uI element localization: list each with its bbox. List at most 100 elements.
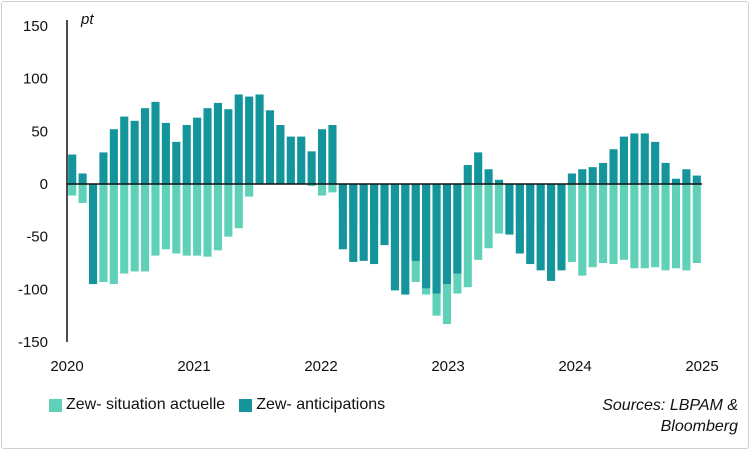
bar-anticipations-5 — [120, 116, 129, 184]
bar-actuelle-55 — [640, 184, 649, 269]
bar-actuelle-12 — [193, 184, 202, 256]
bar-anticipations-27 — [349, 184, 358, 262]
x-tick-label: 2021 — [177, 358, 210, 375]
bar-anticipations-26 — [338, 184, 347, 250]
bar-actuelle-17 — [245, 184, 254, 197]
bar-anticipations-23 — [307, 151, 316, 184]
bar-anticipations-4 — [109, 129, 118, 184]
bar-actuelle-7 — [141, 184, 150, 272]
bar-anticipations-6 — [130, 120, 139, 184]
legend-item-anticipations: Zew- anticipations — [239, 396, 385, 414]
bar-actuelle-54 — [630, 184, 639, 269]
bar-anticipations-33 — [411, 184, 420, 261]
x-tick-label: 2023 — [431, 358, 464, 375]
bar-actuelle-59 — [682, 184, 691, 271]
bar-anticipations-31 — [390, 184, 399, 291]
bar-actuelle-24 — [317, 184, 327, 196]
bar-anticipations-41 — [494, 179, 504, 184]
bar-anticipations-25 — [328, 125, 337, 184]
bar-actuelle-58 — [671, 184, 681, 269]
bar-anticipations-16 — [234, 94, 243, 184]
bar-actuelle-10 — [172, 184, 181, 254]
bar-anticipations-43 — [515, 184, 524, 254]
bar-anticipations-32 — [401, 184, 410, 295]
bar-anticipations-10 — [172, 141, 181, 184]
y-tick-label: 100 — [23, 71, 48, 88]
bar-actuelle-50 — [588, 184, 597, 268]
bar-anticipations-3 — [99, 152, 108, 184]
y-tick-label: 0 — [40, 176, 48, 193]
bar-actuelle-14 — [213, 184, 222, 251]
bar-anticipations-13 — [203, 108, 212, 184]
bar-anticipations-37 — [453, 184, 462, 274]
bar-anticipations-17 — [245, 96, 254, 184]
bar-anticipations-0 — [68, 154, 77, 184]
bar-anticipations-19 — [265, 110, 275, 184]
bar-anticipations-14 — [213, 102, 222, 184]
bar-anticipations-12 — [193, 117, 202, 184]
bar-anticipations-1 — [78, 173, 87, 184]
bar-anticipations-21 — [286, 136, 295, 184]
bar-actuelle-56 — [651, 184, 660, 268]
bar-actuelle-3 — [99, 184, 108, 282]
bar-anticipations-7 — [141, 108, 150, 184]
source-line-2: Bloomberg — [660, 418, 738, 435]
legend: Zew- situation actuelle Zew- anticipatio… — [49, 396, 399, 414]
legend-label-anticipations: Zew- anticipations — [256, 396, 386, 413]
bar-anticipations-11 — [182, 125, 191, 184]
bar-anticipations-9 — [161, 122, 170, 184]
source-note: Sources: LBPAM & Bloomberg — [602, 395, 738, 437]
bar-actuelle-11 — [182, 184, 191, 256]
bar-actuelle-53 — [619, 184, 628, 260]
bar-actuelle-8 — [151, 184, 160, 256]
bar-anticipations-57 — [661, 162, 670, 184]
bar-anticipations-58 — [671, 178, 681, 184]
source-line-1: Sources: LBPAM & — [602, 397, 738, 414]
y-tick-label: -50 — [26, 229, 48, 246]
x-tick-label: 2020 — [50, 358, 83, 375]
bar-anticipations-34 — [422, 184, 431, 289]
bar-actuelle-51 — [599, 184, 608, 263]
bar-anticipations-45 — [536, 184, 545, 271]
bar-anticipations-44 — [526, 184, 535, 265]
bar-actuelle-16 — [234, 184, 243, 229]
y-tick-label: -150 — [18, 334, 48, 351]
bar-actuelle-1 — [78, 184, 87, 203]
legend-item-actuelle: Zew- situation actuelle — [49, 396, 225, 414]
bar-anticipations-46 — [547, 184, 556, 281]
bar-actuelle-9 — [161, 184, 170, 250]
bar-anticipations-49 — [578, 169, 587, 184]
bar-anticipations-39 — [474, 152, 483, 184]
bar-anticipations-60 — [692, 175, 701, 184]
bar-actuelle-49 — [578, 184, 587, 276]
legend-label-actuelle: Zew- situation actuelle — [66, 396, 226, 413]
bar-anticipations-24 — [317, 129, 327, 184]
bar-actuelle-48 — [567, 184, 576, 262]
bar-anticipations-36 — [442, 184, 452, 285]
bar-actuelle-23 — [307, 184, 316, 187]
x-tick-label: 2024 — [558, 358, 591, 375]
bar-anticipations-55 — [640, 133, 649, 184]
bar-actuelle-60 — [692, 184, 701, 263]
y-tick-label: -100 — [18, 281, 48, 298]
bar-actuelle-13 — [203, 184, 212, 257]
bar-anticipations-18 — [255, 94, 264, 184]
bar-anticipations-50 — [588, 167, 597, 184]
bar-actuelle-6 — [130, 184, 139, 272]
bar-anticipations-40 — [484, 169, 493, 184]
bar-actuelle-39 — [474, 184, 483, 260]
bar-anticipations-30 — [380, 184, 389, 246]
bar-anticipations-53 — [619, 136, 628, 184]
y-tick-label: 50 — [31, 123, 48, 140]
legend-swatch-actuelle — [49, 398, 62, 412]
y-tick-label: 150 — [23, 18, 48, 35]
bar-anticipations-47 — [557, 184, 566, 271]
bar-anticipations-52 — [609, 149, 618, 184]
bar-actuelle-40 — [484, 184, 493, 249]
x-tick-label: 2022 — [304, 358, 337, 375]
bar-anticipations-48 — [567, 173, 576, 184]
bar-anticipations-54 — [630, 133, 639, 184]
bar-anticipations-51 — [599, 162, 608, 184]
